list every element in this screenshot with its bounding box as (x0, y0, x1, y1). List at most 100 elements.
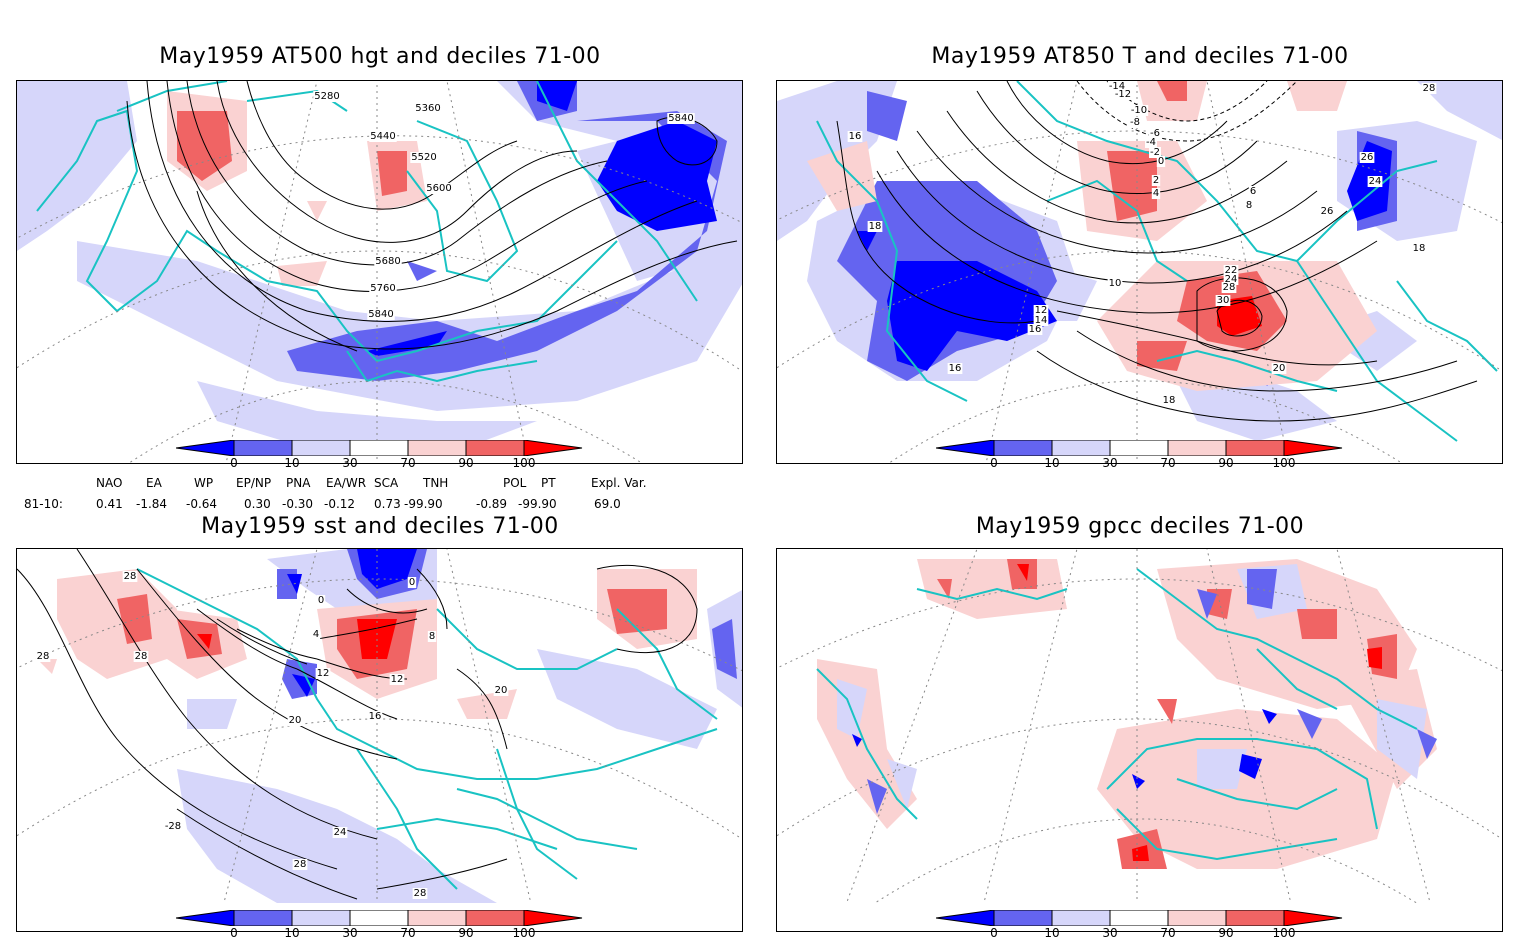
contour-label: 5840 (368, 309, 393, 320)
contour-label-bg (316, 595, 326, 606)
contour-label: -28 (165, 821, 181, 832)
panel-2-title: May1959 AT850 T and deciles 71-00 (931, 44, 1349, 69)
contour-label-bg (847, 131, 863, 142)
contour-label-bg (410, 152, 438, 163)
contour-label-bg (1223, 274, 1239, 285)
panel-1-map: 5280 5360 5440 5520 5600 5680 5760 5840 … (16, 80, 743, 464)
contour-label: 28 (414, 888, 427, 899)
colorbar-tick: 70 (400, 456, 416, 470)
contour-label: 12 (1035, 305, 1048, 316)
contour-label: 4 (1153, 188, 1159, 199)
index-value: -99.90 (404, 497, 443, 511)
contour-label: 5280 (314, 91, 339, 102)
contour-label-bg (427, 631, 437, 642)
contour-label-bg (163, 821, 183, 832)
contour-label: 5840 (668, 113, 693, 124)
colorbar-4-svg (936, 910, 1343, 926)
contour-label-bg (947, 363, 963, 374)
panel-1-title: May1959 AT500 hgt and deciles 71-00 (159, 44, 601, 69)
panel-4-map (776, 548, 1503, 932)
index-header: EP/NP (236, 476, 272, 490)
contour-label: 5600 (426, 183, 451, 194)
contour-label: -4 (1146, 137, 1156, 148)
contour-label: 10 (1109, 278, 1122, 289)
contour-label: 16 (1029, 324, 1042, 335)
contour-label: 20 (495, 685, 508, 696)
index-header: TNH (423, 476, 449, 490)
contour-label-bg (1033, 305, 1049, 316)
index-value: -0.89 (476, 497, 508, 511)
contour-label: 26 (1361, 152, 1374, 163)
contour-label-bg (867, 221, 883, 232)
contour-label: 0 (318, 595, 324, 606)
colorbar-tick: 0 (230, 456, 238, 470)
contour-label-bg (1161, 395, 1177, 406)
contour-label-bg (1113, 89, 1133, 100)
contour-label-bg (389, 674, 405, 685)
contour-label-bg (332, 827, 348, 838)
index-header: EA (146, 476, 162, 490)
contour-label: 28 (124, 571, 137, 582)
contour-label: 28 (1223, 282, 1236, 293)
contour-label: 16 (369, 711, 382, 722)
contour-label: 24 (1225, 274, 1238, 285)
colorbar-tick: 0 (990, 926, 998, 940)
colorbar-3-svg (176, 910, 583, 926)
contour-label-bg (1411, 243, 1427, 254)
contour-label-bg (133, 651, 149, 662)
contour-label-bg (1271, 363, 1287, 374)
colorbar-1: 0 10 30 70 90 100 (176, 440, 596, 474)
contour-label: 18 (1413, 243, 1426, 254)
contour-label: 12 (391, 674, 404, 685)
contour-label-bg (425, 183, 453, 194)
contour-label-bg (367, 309, 395, 320)
contour-label: 18 (869, 221, 882, 232)
index-header: POL (503, 476, 527, 490)
colorbar-tick: 0 (230, 926, 238, 940)
colorbar-tick: 30 (342, 456, 358, 470)
contour-label: 5440 (370, 131, 395, 142)
panel-3-title: May1959 sst and deciles 71-00 (201, 514, 559, 539)
contour-label: 2 (1153, 175, 1159, 186)
contour-label-bg (1033, 315, 1049, 326)
contour-label: 24 (334, 827, 347, 838)
contour-label-bg (1223, 265, 1239, 276)
contour-label-bg (1151, 175, 1161, 186)
index-value: -0.30 (282, 497, 314, 511)
contour-label: 14 (1035, 315, 1048, 326)
contour-label-bg (1244, 200, 1254, 211)
contour-label: 6 (1250, 186, 1256, 197)
contour-label: 0 (1158, 156, 1164, 167)
contour-label: 12 (317, 668, 330, 679)
index-value: 69.0 (594, 497, 621, 511)
colorbar-1-svg (176, 440, 583, 456)
contour-label-bg (493, 685, 509, 696)
contour-label: 16 (949, 363, 962, 374)
contour-label-bg (1107, 81, 1127, 92)
contour-label-bg (1149, 128, 1161, 139)
contour-label: -10 (1131, 105, 1147, 116)
contour-label-bg (1215, 295, 1231, 306)
index-header: NAO (96, 476, 123, 490)
contour-label: 4 (313, 629, 319, 640)
contour-label: 5360 (415, 103, 440, 114)
colorbar-4: 0 10 30 70 90 100 (936, 910, 1356, 944)
colorbar-tick: 10 (1044, 926, 1060, 940)
contour-label: 5520 (411, 152, 436, 163)
colorbar-3: 0 10 30 70 90 100 (176, 910, 596, 944)
index-header: PT (541, 476, 556, 490)
contour-label-bg (315, 668, 331, 679)
contour-label-bg (287, 715, 303, 726)
contour-label-bg (369, 283, 397, 294)
panel-4-svg (777, 549, 1502, 903)
colorbar-tick: 90 (458, 926, 474, 940)
contour-label: 20 (1273, 363, 1286, 374)
contour-label-bg (1248, 186, 1258, 197)
contour-label: -6 (1150, 128, 1160, 139)
contour-label-bg (667, 113, 695, 124)
contour-label: 30 (1217, 295, 1230, 306)
contour-label-bg (1421, 83, 1437, 94)
contour-label: 5680 (375, 256, 400, 267)
index-header: SCA (374, 476, 399, 490)
colorbar-tick: 10 (284, 926, 300, 940)
